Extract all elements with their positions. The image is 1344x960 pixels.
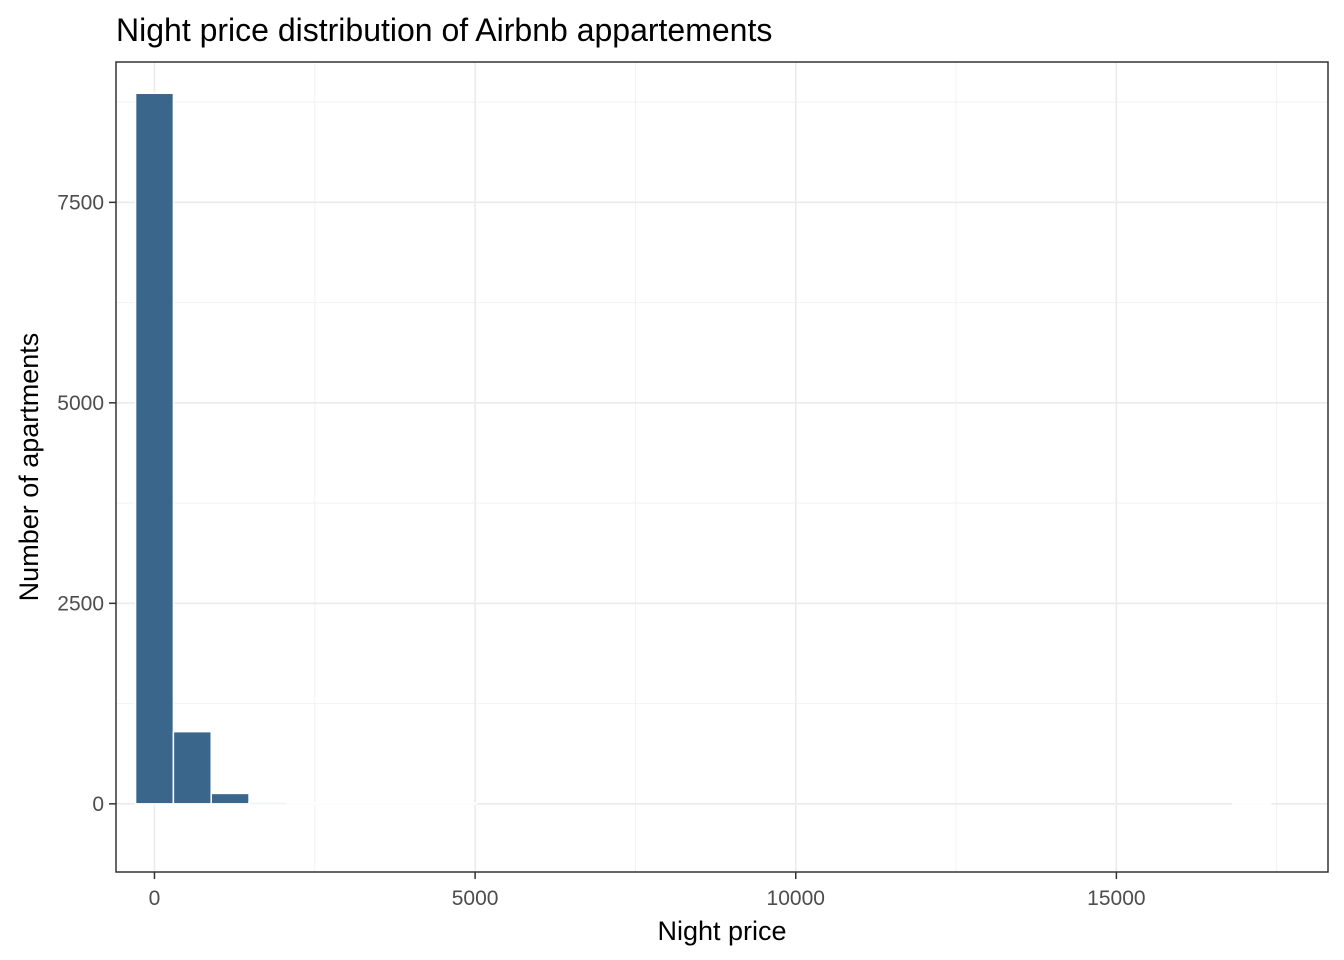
x-axis: 0 5000 10000 15000 <box>149 872 1146 910</box>
y-tick-label: 2500 <box>57 592 104 615</box>
histogram-bar-9 <box>1232 802 1272 805</box>
histogram-bar-0 <box>134 92 175 805</box>
histogram-bar-8 <box>437 802 477 805</box>
histogram-bar-3 <box>248 801 288 805</box>
y-axis-title: Number of apartments <box>14 333 44 602</box>
y-axis: 0 2500 5000 7500 <box>57 191 116 816</box>
histogram-bars <box>134 92 1272 805</box>
histogram-bar-4 <box>286 802 326 805</box>
x-axis-title: Night price <box>657 916 786 946</box>
grid-lines <box>116 62 1328 872</box>
x-tick-label: 15000 <box>1087 887 1145 910</box>
histogram-bar-2 <box>210 792 250 805</box>
chart-title: Night price distribution of Airbnb appar… <box>116 12 772 48</box>
histogram-bar-7 <box>399 802 439 805</box>
x-tick-label: 0 <box>149 887 161 910</box>
y-tick-label: 5000 <box>57 392 104 415</box>
histogram-bar-1 <box>172 730 212 805</box>
histogram-bar-5 <box>323 802 364 805</box>
x-tick-label: 10000 <box>767 887 825 910</box>
panel-border <box>115 61 1329 873</box>
histogram-bar-6 <box>361 802 402 805</box>
y-tick-label: 0 <box>92 793 104 816</box>
y-tick-label: 7500 <box>57 191 104 214</box>
x-tick-label: 5000 <box>452 887 499 910</box>
